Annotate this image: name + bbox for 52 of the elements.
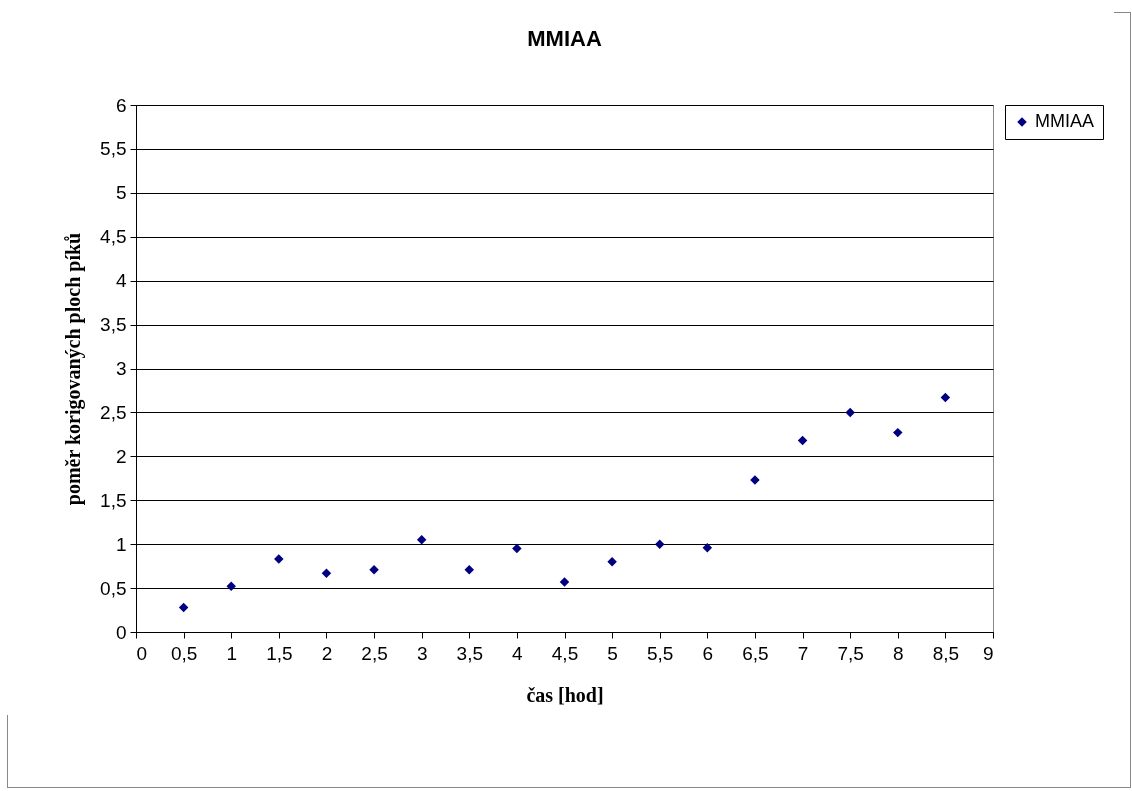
x-tick-label: 6,5 [742,642,769,664]
y-tick-label: 4 [115,270,127,292]
x-tick-label: 7,5 [837,642,864,664]
y-tick-label: 5 [115,182,127,204]
y-tick-label: 2 [115,445,127,467]
point [369,564,379,575]
y-tick-label: 1 [115,533,127,555]
y-tick-label: 6 [115,94,127,116]
point [893,427,903,438]
x-tick-label: 1 [226,642,238,664]
point [321,568,332,578]
y-tick-label: 3,5 [100,314,127,336]
legend-label: MMIAA [1035,111,1095,131]
point [178,602,189,613]
point [845,407,855,418]
y-tick-label: 2,5 [100,401,127,423]
chart-title: MMIAA [527,26,602,51]
y-tick-label: 1,5 [100,489,127,511]
point [226,581,236,592]
point [559,577,570,587]
x-tick-label: 8 [892,642,904,664]
y-tick-label: 4,5 [100,226,127,248]
point [416,535,427,545]
x-tick-label: 2,5 [361,642,388,664]
x-tick-label: 7 [797,642,809,664]
x-tick-label: 4 [512,642,524,664]
point [654,539,665,549]
y-tick-label: 3 [115,358,127,379]
x-tick-label: 3,5 [456,642,483,664]
y-tick-label: 0 [115,621,127,643]
point [274,554,284,564]
x-tick-label: 0,5 [170,642,198,664]
y-axis-title: poměr korigovaných ploch píků [62,232,86,506]
point [702,542,713,553]
point [940,392,951,403]
x-tick-label: 4,5 [551,642,579,664]
x-axis-title: čas [hod] [526,683,604,706]
y-tick-label: 0,5 [100,577,127,599]
x-tick-label: 1,5 [266,642,293,664]
x-tick-label: 8,5 [932,642,960,664]
x-tick-label: 5 [607,642,618,664]
x-tick-label: 0 [136,642,148,664]
x-tick-label: 2 [321,642,333,664]
x-tick-label: 6 [702,642,714,664]
x-tick-label: 5,5 [647,642,674,664]
point [607,556,617,567]
y-tick-label: 5,5 [100,138,127,160]
point [512,543,522,554]
point [797,435,808,446]
point [464,564,475,575]
x-tick-label: 3 [416,642,428,664]
x-tick-label: 9 [982,642,994,664]
